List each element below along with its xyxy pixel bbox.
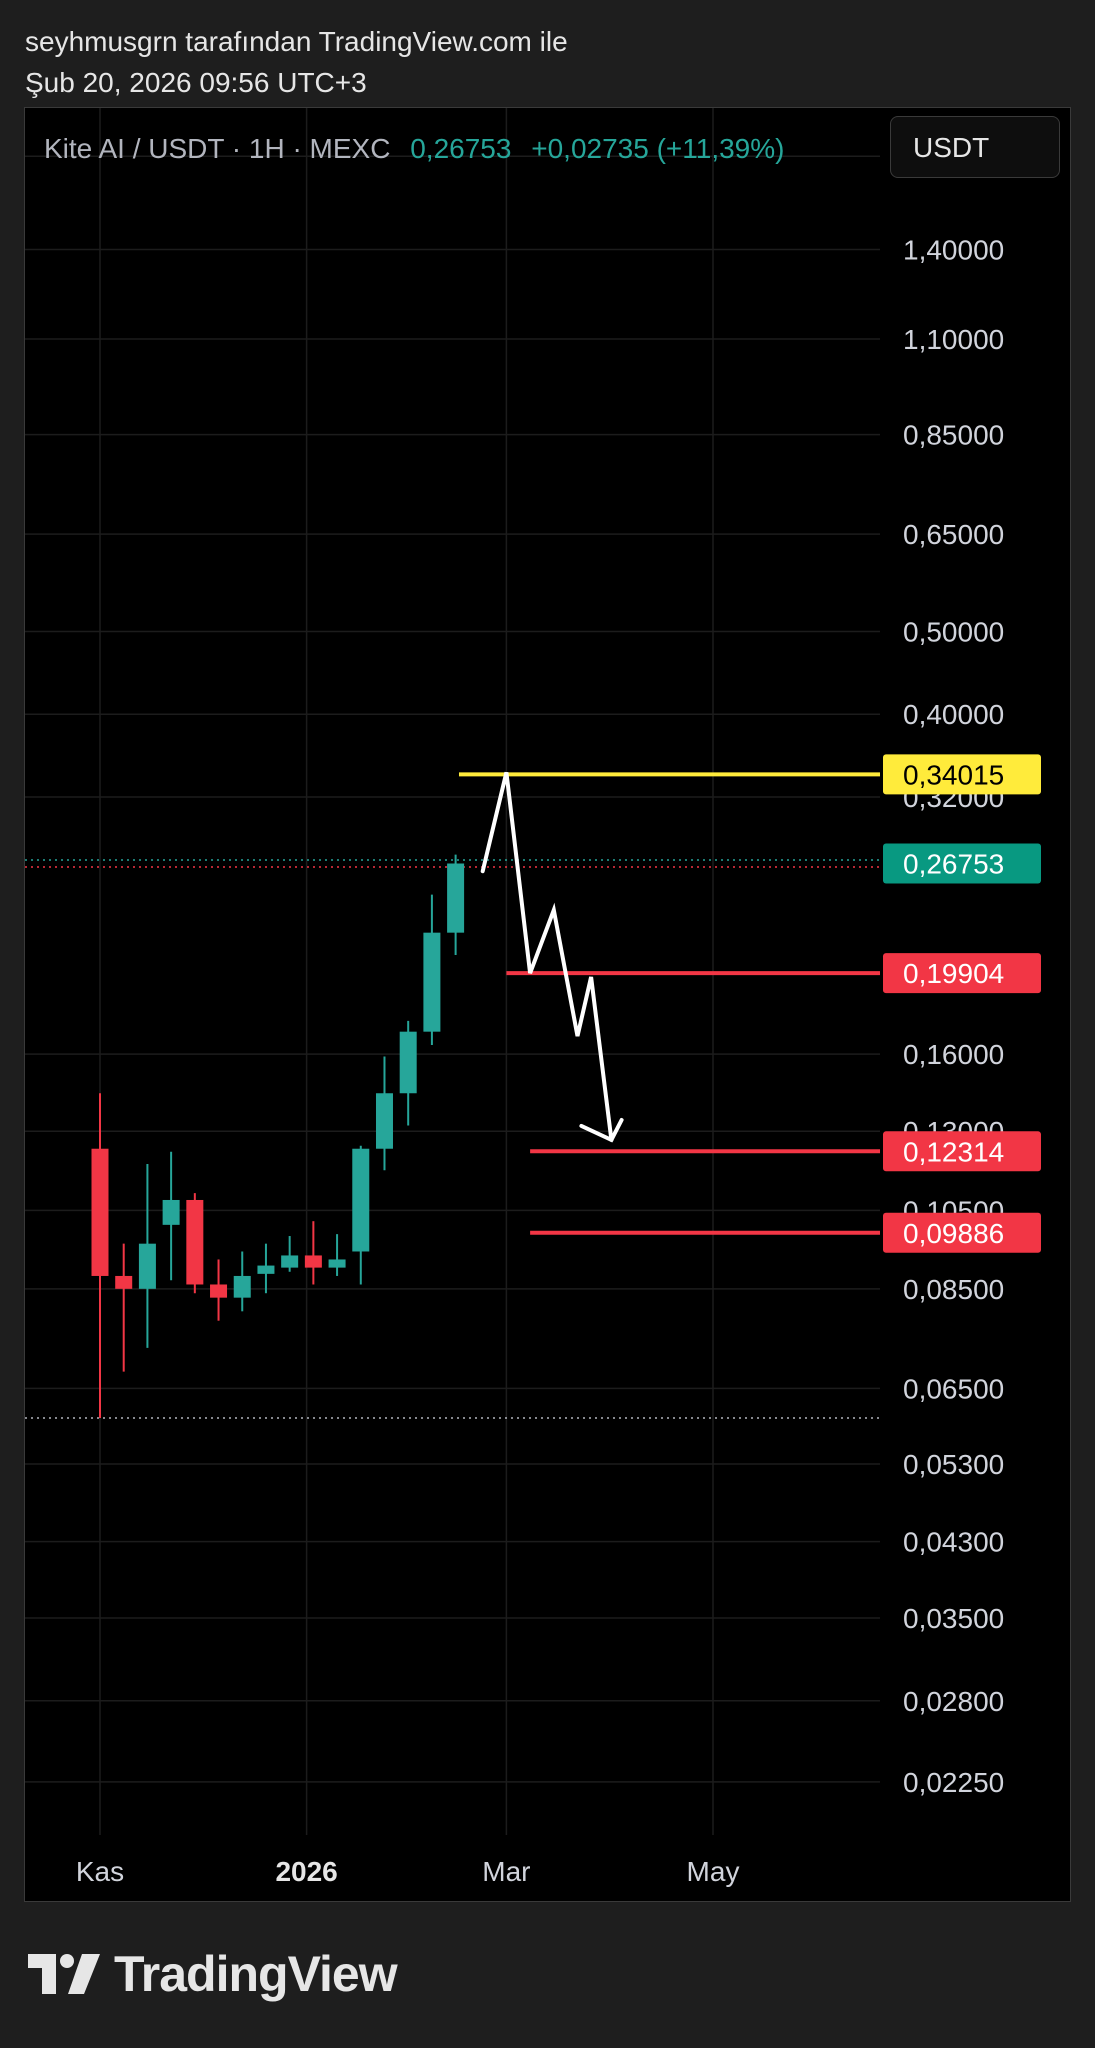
price-labels: 0,34015 0,26753 0,19904 0,12314 0,09886 xyxy=(883,754,1041,1253)
y-tick-label: 0,40000 xyxy=(903,699,1004,730)
y-tick-label: 1,10000 xyxy=(903,324,1004,355)
y-tick-label: 0,06500 xyxy=(903,1373,1004,1404)
candle-body xyxy=(186,1199,204,1285)
candle xyxy=(447,854,465,956)
y-tick-label: 0,04300 xyxy=(903,1527,1004,1558)
candle xyxy=(423,894,441,1046)
candles xyxy=(91,854,465,1419)
projection-drawing xyxy=(480,771,624,1143)
price-label: 0,09886 xyxy=(883,1212,1041,1253)
header-author-line: seyhmusgrn tarafından TradingView.com il… xyxy=(25,26,568,57)
header-timestamp: Şub 20, 2026 09:56 UTC+3 xyxy=(25,67,367,98)
candle-body xyxy=(447,863,465,933)
price-label-bg xyxy=(883,1212,1041,1253)
price-label-bg xyxy=(883,843,1041,884)
candle-body xyxy=(423,932,441,1032)
projection-path xyxy=(480,771,614,1142)
brand-wordmark: TradingView xyxy=(114,1946,398,2002)
price-label-bg xyxy=(883,1131,1041,1172)
x-tick-label: 2026 xyxy=(275,1856,337,1887)
projection-arrowhead xyxy=(579,1118,624,1143)
candle-body xyxy=(91,1148,109,1276)
price-label-text: 0,34015 xyxy=(903,759,1004,790)
candle-body xyxy=(328,1259,346,1268)
y-tick-label: 0,03500 xyxy=(903,1603,1004,1634)
candle-body xyxy=(233,1275,251,1298)
candle-body xyxy=(115,1275,133,1289)
symbol-info: Kite AI / USDT · 1H · MEXC 0,26753 +0,02… xyxy=(44,133,784,165)
candle xyxy=(304,1221,322,1285)
y-tick-label: 0,02250 xyxy=(903,1767,1004,1798)
currency-selector-button[interactable]: USDT xyxy=(890,116,1060,178)
x-tick-label: Mar xyxy=(482,1856,530,1887)
candle xyxy=(210,1259,228,1321)
candle xyxy=(257,1243,275,1294)
y-tick-label: 0,05300 xyxy=(903,1449,1004,1480)
candle xyxy=(375,1056,393,1171)
price-label: 0,34015 xyxy=(883,754,1041,795)
candle-body xyxy=(304,1255,322,1268)
candle-body xyxy=(162,1199,180,1225)
y-tick-label: 0,65000 xyxy=(903,519,1004,550)
price-label-text: 0,09886 xyxy=(903,1218,1004,1249)
dotted-price-lines xyxy=(25,859,880,1419)
candle xyxy=(186,1193,204,1294)
symbol-name: Kite AI / USDT · 1H · MEXC xyxy=(44,133,391,164)
x-tick-label: May xyxy=(687,1856,740,1887)
price-label: 0,19904 xyxy=(883,953,1041,994)
y-tick-label: 0,50000 xyxy=(903,616,1004,647)
candle xyxy=(233,1251,251,1312)
candle xyxy=(138,1163,156,1348)
price-label-bg xyxy=(883,953,1041,994)
candle xyxy=(352,1145,370,1285)
candle-body xyxy=(138,1243,156,1289)
price-label: 0,12314 xyxy=(883,1131,1041,1172)
y-tick-label: 0,08500 xyxy=(903,1274,1004,1305)
y-tick-label: 0,85000 xyxy=(903,420,1004,451)
last-price: 0,26753 xyxy=(410,133,512,164)
price-label-text: 0,26753 xyxy=(903,848,1004,879)
candle-body xyxy=(352,1148,370,1252)
candle-body xyxy=(399,1031,417,1094)
y-tick-label: 0,02800 xyxy=(903,1686,1004,1717)
candle xyxy=(162,1151,180,1281)
candle xyxy=(328,1234,346,1276)
candle xyxy=(115,1243,133,1372)
x-axis: Kas 2026 Mar May xyxy=(76,1856,740,1887)
price-label-text: 0,19904 xyxy=(903,958,1004,989)
candle xyxy=(91,1093,109,1419)
tradingview-logo-icon xyxy=(28,1954,100,1994)
chart-frame xyxy=(24,107,1071,1902)
candle-body xyxy=(281,1255,299,1268)
candle xyxy=(399,1020,417,1126)
y-tick-label: 0,16000 xyxy=(903,1039,1004,1070)
candle-body xyxy=(210,1284,228,1298)
y-tick-label: 1,40000 xyxy=(903,234,1004,265)
footer-brand: TradingView xyxy=(28,1945,398,2003)
candle xyxy=(281,1236,299,1272)
price-label: 0,26753 xyxy=(883,843,1041,884)
candle-body xyxy=(375,1093,393,1149)
x-tick-label: Kas xyxy=(76,1856,124,1887)
candle-body xyxy=(257,1265,275,1274)
price-change: +0,02735 (+11,39%) xyxy=(531,133,785,164)
price-label-bg xyxy=(883,754,1041,795)
grid xyxy=(25,108,880,1835)
price-label-text: 0,12314 xyxy=(903,1136,1004,1167)
horizontal-level-lines xyxy=(458,772,880,1235)
